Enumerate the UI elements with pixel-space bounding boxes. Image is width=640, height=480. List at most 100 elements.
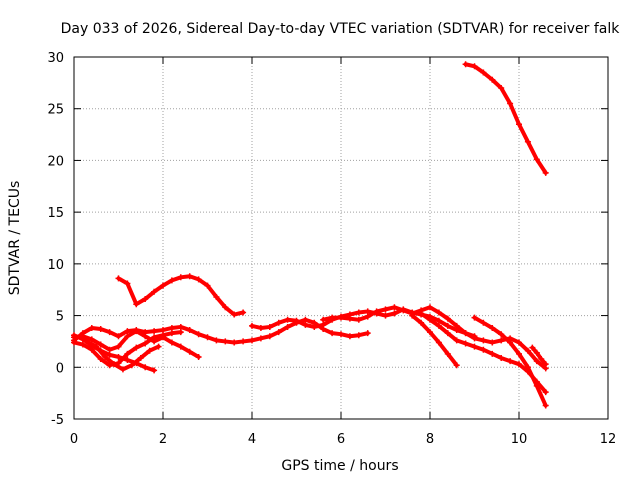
data-point xyxy=(137,354,144,361)
data-point xyxy=(97,356,104,363)
y-axis-label: SDTVAR / TECUs xyxy=(7,181,23,296)
data-point xyxy=(168,324,175,331)
data-point xyxy=(346,315,353,322)
data-point xyxy=(102,353,109,360)
data-point xyxy=(195,331,202,338)
data-point xyxy=(195,353,202,360)
data-point xyxy=(240,309,247,316)
x-axis-label: GPS time / hours xyxy=(281,458,398,474)
data-point xyxy=(124,328,131,335)
data-point xyxy=(542,389,549,396)
data-point xyxy=(222,338,229,345)
data-point xyxy=(151,328,158,335)
y-tick-label: 25 xyxy=(47,103,64,118)
data-point xyxy=(489,339,496,346)
data-point xyxy=(124,357,131,364)
x-tick-label: 10 xyxy=(511,432,528,447)
data-point xyxy=(507,339,514,346)
data-point xyxy=(266,333,273,340)
x-tick-label: 4 xyxy=(248,432,256,447)
data-point xyxy=(146,347,153,354)
data-point xyxy=(231,339,238,346)
data-point xyxy=(186,348,193,355)
data-point xyxy=(329,314,336,321)
data-point xyxy=(106,346,113,353)
data-point xyxy=(249,337,255,344)
data-point xyxy=(79,341,86,348)
data-point xyxy=(160,282,166,289)
data-point xyxy=(435,309,442,316)
data-point xyxy=(498,337,505,344)
data-point xyxy=(142,333,149,340)
data-point xyxy=(142,364,149,371)
data-point xyxy=(133,301,140,308)
series-track-2 xyxy=(462,61,549,176)
data-point xyxy=(382,312,389,319)
data-point xyxy=(542,169,549,176)
data-point xyxy=(311,323,318,330)
data-point xyxy=(97,326,104,333)
data-point xyxy=(115,343,122,350)
data-point xyxy=(284,323,291,330)
data-point xyxy=(533,349,540,356)
x-tick-label: 0 xyxy=(70,432,78,447)
data-point xyxy=(418,319,425,326)
data-point xyxy=(71,339,77,346)
data-point xyxy=(462,61,469,68)
y-tick-label: 15 xyxy=(47,206,64,221)
data-point xyxy=(151,334,158,341)
data-point xyxy=(427,304,433,311)
data-point xyxy=(427,329,433,336)
data-point xyxy=(338,331,344,338)
data-point xyxy=(186,273,193,280)
data-point xyxy=(516,350,522,357)
y-tick-label: 10 xyxy=(47,258,64,273)
data-point xyxy=(231,311,238,318)
data-point xyxy=(444,322,451,329)
series-track-11 xyxy=(409,312,460,369)
data-point xyxy=(88,336,95,343)
series-line xyxy=(463,62,548,175)
data-point xyxy=(529,344,536,351)
data-point xyxy=(302,316,309,323)
series-line xyxy=(410,313,459,368)
data-point xyxy=(222,304,229,311)
data-point xyxy=(204,282,211,289)
data-point xyxy=(320,316,327,323)
data-point xyxy=(542,361,549,368)
series-track-5 xyxy=(71,329,184,369)
data-point xyxy=(106,362,113,369)
data-point xyxy=(391,304,398,311)
data-point xyxy=(480,346,487,353)
data-point xyxy=(471,335,478,342)
data-point xyxy=(516,361,522,368)
y-tick-label: 5 xyxy=(56,310,64,325)
data-point xyxy=(124,280,131,287)
data-point xyxy=(364,313,371,320)
data-point xyxy=(213,293,220,300)
data-point xyxy=(418,310,425,317)
y-tick-label: -5 xyxy=(51,413,64,428)
data-point xyxy=(462,330,469,337)
data-point xyxy=(84,338,91,345)
series-track-13 xyxy=(529,344,549,368)
data-point xyxy=(524,347,531,354)
axis-ticks: 0 2 4 6 8 10 12 -5 0 5 10 15 20 25 30 xyxy=(47,51,616,447)
x-tick-label: 8 xyxy=(426,432,434,447)
data-point xyxy=(453,362,460,369)
data-point xyxy=(364,330,371,337)
data-point xyxy=(320,321,327,328)
data-point xyxy=(435,317,442,324)
data-point xyxy=(346,333,353,340)
data-point xyxy=(542,402,549,409)
data-point xyxy=(93,343,100,350)
data-point xyxy=(524,364,531,371)
data-point xyxy=(266,323,273,330)
data-point xyxy=(498,354,505,361)
data-point xyxy=(498,85,505,92)
data-point xyxy=(79,336,86,343)
data-point xyxy=(160,332,166,339)
data-point xyxy=(142,296,149,303)
data-point xyxy=(204,334,211,341)
